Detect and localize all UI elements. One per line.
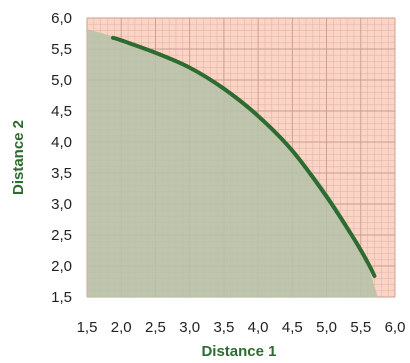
x-tick-label: 1,5 [77, 319, 98, 336]
x-tick-label: 5,5 [350, 319, 371, 336]
y-tick-label: 2,5 [51, 227, 72, 244]
x-tick-label: 4,5 [282, 319, 303, 336]
x-tick-labels: 1,5 2,0 2,5 3,0 3,5 4,0 4,5 5,0 5,5 6,0 [77, 319, 406, 336]
y-tick-label: 4,0 [51, 134, 72, 151]
y-tick-label: 6,0 [51, 10, 72, 27]
y-tick-label: 3,0 [51, 196, 72, 213]
y-tick-label: 2,0 [51, 258, 72, 275]
x-tick-label: 6,0 [385, 319, 406, 336]
x-tick-label: 3,5 [213, 319, 234, 336]
y-tick-label: 4,5 [51, 103, 72, 120]
x-tick-label: 3,0 [179, 319, 200, 336]
y-tick-labels: 1,5 2,0 2,5 3,0 3,5 4,0 4,5 5,0 5,5 6,0 [51, 10, 72, 306]
x-tick-label: 2,0 [111, 319, 132, 336]
x-tick-label: 2,5 [145, 319, 166, 336]
feasible-region [87, 29, 378, 297]
x-tick-label: 4,0 [248, 319, 269, 336]
x-axis-title: Distance 1 [201, 343, 276, 360]
x-tick-label: 5,0 [316, 319, 337, 336]
y-tick-label: 5,0 [51, 72, 72, 89]
y-tick-label: 5,5 [51, 41, 72, 58]
y-tick-label: 1,5 [51, 289, 72, 306]
y-axis-title: Distance 2 [10, 120, 27, 195]
boundary-curve [111, 35, 377, 278]
y-tick-label: 3,5 [51, 165, 72, 182]
